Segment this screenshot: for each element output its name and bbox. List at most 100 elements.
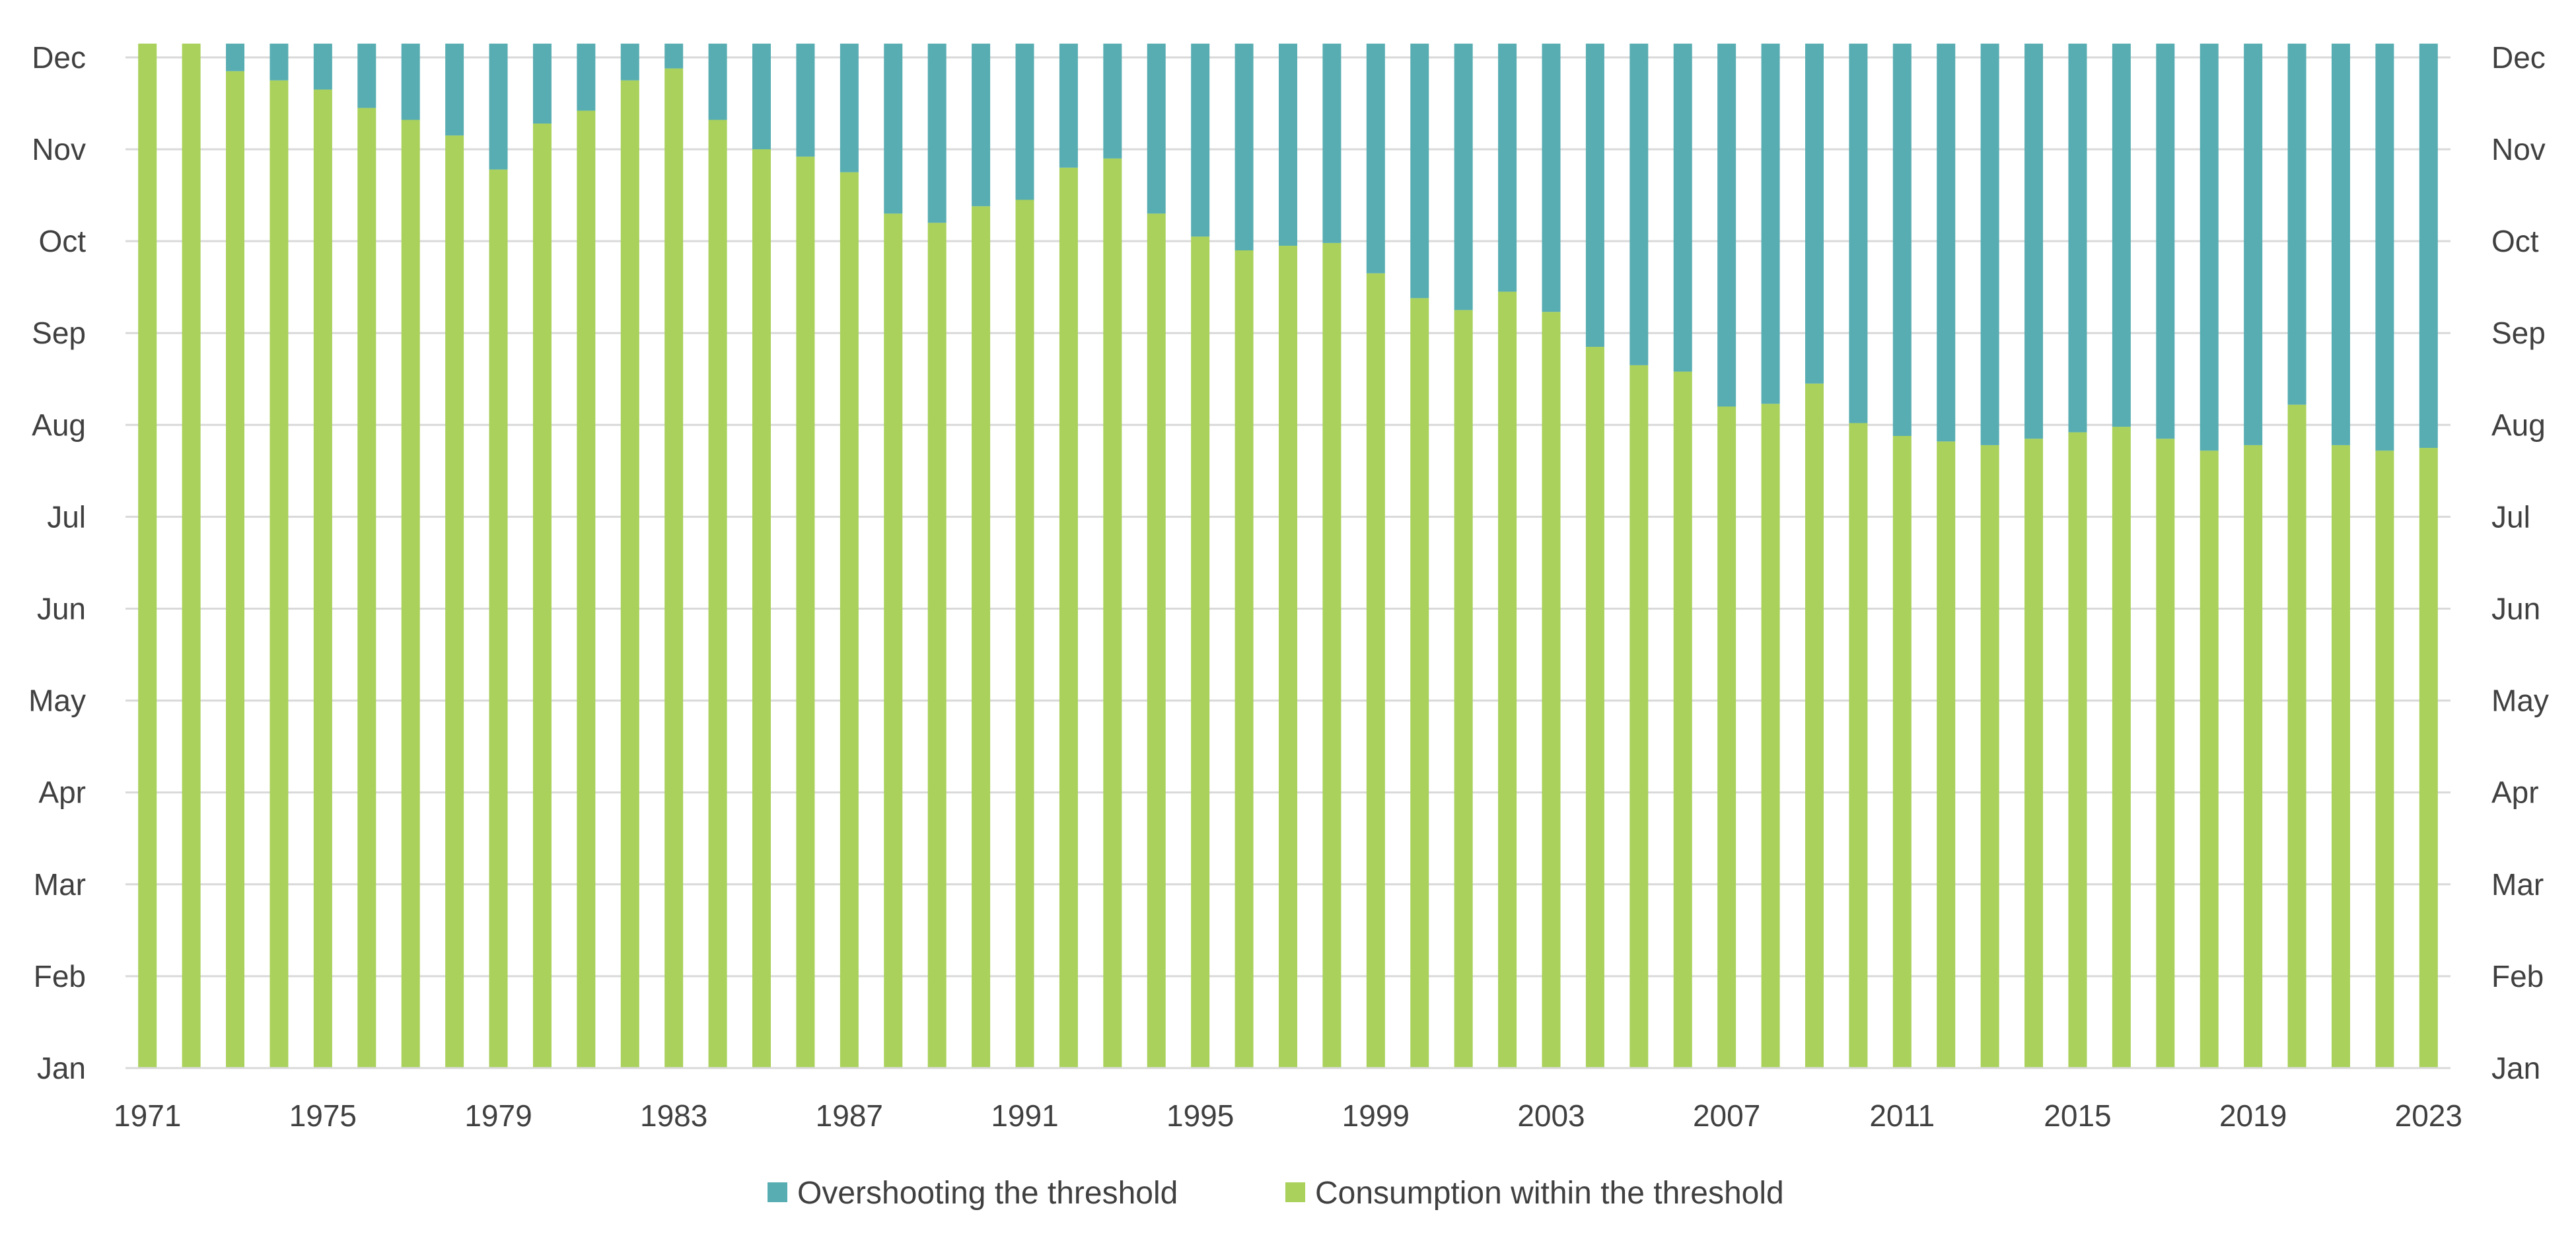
y-tick-label-right: Jun <box>2491 592 2540 626</box>
bar-within-threshold <box>620 80 639 1068</box>
bar-within-threshold <box>1279 246 1297 1069</box>
bars <box>138 44 2438 1069</box>
bar-overshooting <box>2244 44 2263 445</box>
bar-within-threshold <box>1849 423 1868 1068</box>
x-tick-label: 2011 <box>1869 1098 1935 1133</box>
y-tick-label-right: Dec <box>2491 40 2546 75</box>
bar-within-threshold <box>708 120 727 1068</box>
y-tick-label-right: Oct <box>2491 224 2539 258</box>
legend: Overshooting the threshold Consumption w… <box>768 1176 1784 1211</box>
bar-overshooting <box>620 44 639 81</box>
bar-within-threshold <box>2068 432 2087 1068</box>
bar-overshooting <box>796 44 815 157</box>
bar-overshooting <box>1410 44 1429 299</box>
x-tick-label: 2015 <box>2044 1098 2111 1133</box>
bar-within-threshold <box>884 213 903 1068</box>
bar-overshooting <box>2112 44 2131 427</box>
bar-overshooting <box>1673 44 1692 372</box>
bar-overshooting <box>1892 44 1912 436</box>
bar-within-threshold <box>2112 427 2131 1068</box>
bar-within-threshold <box>1761 404 1780 1068</box>
bar-within-threshold <box>1103 158 1122 1068</box>
bar-within-threshold <box>269 80 289 1068</box>
y-tick-label-left: Jun <box>37 592 86 626</box>
y-tick-label-right: Apr <box>2491 775 2539 810</box>
bar-within-threshold <box>577 110 596 1068</box>
y-tick-label-left: Jan <box>37 1051 86 1085</box>
bar-within-threshold <box>2156 439 2175 1068</box>
y-tick-label-left: Mar <box>34 867 86 902</box>
bar-within-threshold <box>357 108 376 1068</box>
bar-within-threshold <box>927 223 947 1068</box>
bar-overshooting <box>1849 44 1868 423</box>
x-tick-label: 1987 <box>816 1098 883 1133</box>
y-tick-label-right: Nov <box>2491 132 2546 166</box>
bar-within-threshold <box>796 157 815 1068</box>
bar-overshooting <box>708 44 727 120</box>
legend-swatch-within <box>1285 1182 1305 1202</box>
y-tick-label-right: May <box>2491 684 2549 718</box>
bar-within-threshold <box>1937 441 1956 1068</box>
x-tick-label: 1983 <box>640 1098 707 1133</box>
bar-overshooting <box>1015 44 1034 200</box>
bar-overshooting <box>1279 44 1297 246</box>
x-tick-label: 1999 <box>1342 1098 1410 1133</box>
bar-within-threshold <box>489 169 508 1068</box>
bar-within-threshold <box>182 44 201 1068</box>
bar-overshooting <box>1234 44 1254 251</box>
bar-within-threshold <box>401 120 420 1068</box>
bar-within-threshold <box>2024 439 2044 1068</box>
bar-within-threshold <box>2331 445 2350 1068</box>
bar-overshooting <box>1937 44 1956 442</box>
x-tick-label: 2007 <box>1693 1098 1760 1133</box>
x-axis: 1971 1975 1979 1983 1987 1991 1995 1999 2003 2007… <box>114 1067 2462 1133</box>
bar-within-threshold <box>1673 371 1692 1068</box>
bar-overshooting <box>1103 44 1122 159</box>
bar-within-threshold <box>1892 435 1912 1068</box>
bar-overshooting <box>2024 44 2044 439</box>
bar-overshooting <box>927 44 947 223</box>
y-tick-label-right: Mar <box>2491 867 2544 902</box>
bar-within-threshold <box>2244 445 2263 1068</box>
x-tick-label: 1975 <box>289 1098 357 1133</box>
bar-overshooting <box>226 44 245 71</box>
bar-within-threshold <box>840 172 859 1068</box>
y-tick-label-right: Aug <box>2491 408 2546 442</box>
y-tick-label-left: Feb <box>34 959 86 993</box>
bar-within-threshold <box>1322 242 1342 1069</box>
bar-within-threshold <box>1542 312 1561 1068</box>
bar-overshooting <box>1191 44 1210 237</box>
y-axis-left: Jan Feb Mar Apr May Jun Jul Aug Sep Oct Nov Dec <box>28 40 86 1085</box>
bar-within-threshold <box>1498 291 1517 1069</box>
bar-within-threshold <box>1629 365 1649 1068</box>
bar-within-threshold <box>1717 406 1736 1068</box>
x-tick-label: 1991 <box>991 1098 1058 1133</box>
bar-overshooting <box>1805 44 1824 384</box>
y-tick-label-right: Jul <box>2491 499 2530 534</box>
bar-overshooting <box>1761 44 1780 404</box>
bar-overshooting <box>1322 44 1342 243</box>
bar-within-threshold <box>445 135 464 1068</box>
bar-overshooting <box>1366 44 1385 273</box>
bar-overshooting <box>884 44 903 214</box>
bar-within-threshold <box>1191 236 1210 1068</box>
bar-overshooting <box>1629 44 1649 365</box>
bar-overshooting <box>1585 44 1604 347</box>
bar-overshooting <box>1454 44 1473 310</box>
bar-within-threshold <box>1454 310 1473 1068</box>
bar-within-threshold <box>972 206 991 1069</box>
bar-overshooting <box>269 44 289 81</box>
x-tick-label: 2003 <box>1517 1098 1585 1133</box>
x-tick-label: 2023 <box>2395 1098 2462 1133</box>
bar-overshooting <box>489 44 508 170</box>
y-tick-label-left: Apr <box>38 775 86 810</box>
bar-overshooting <box>577 44 596 111</box>
bar-within-threshold <box>1980 445 1999 1068</box>
x-tick-label: 1995 <box>1166 1098 1234 1133</box>
bar-overshooting <box>2419 44 2438 448</box>
y-tick-label-right: Sep <box>2491 316 2546 350</box>
bar-overshooting <box>664 44 684 69</box>
bar-overshooting <box>401 44 420 120</box>
